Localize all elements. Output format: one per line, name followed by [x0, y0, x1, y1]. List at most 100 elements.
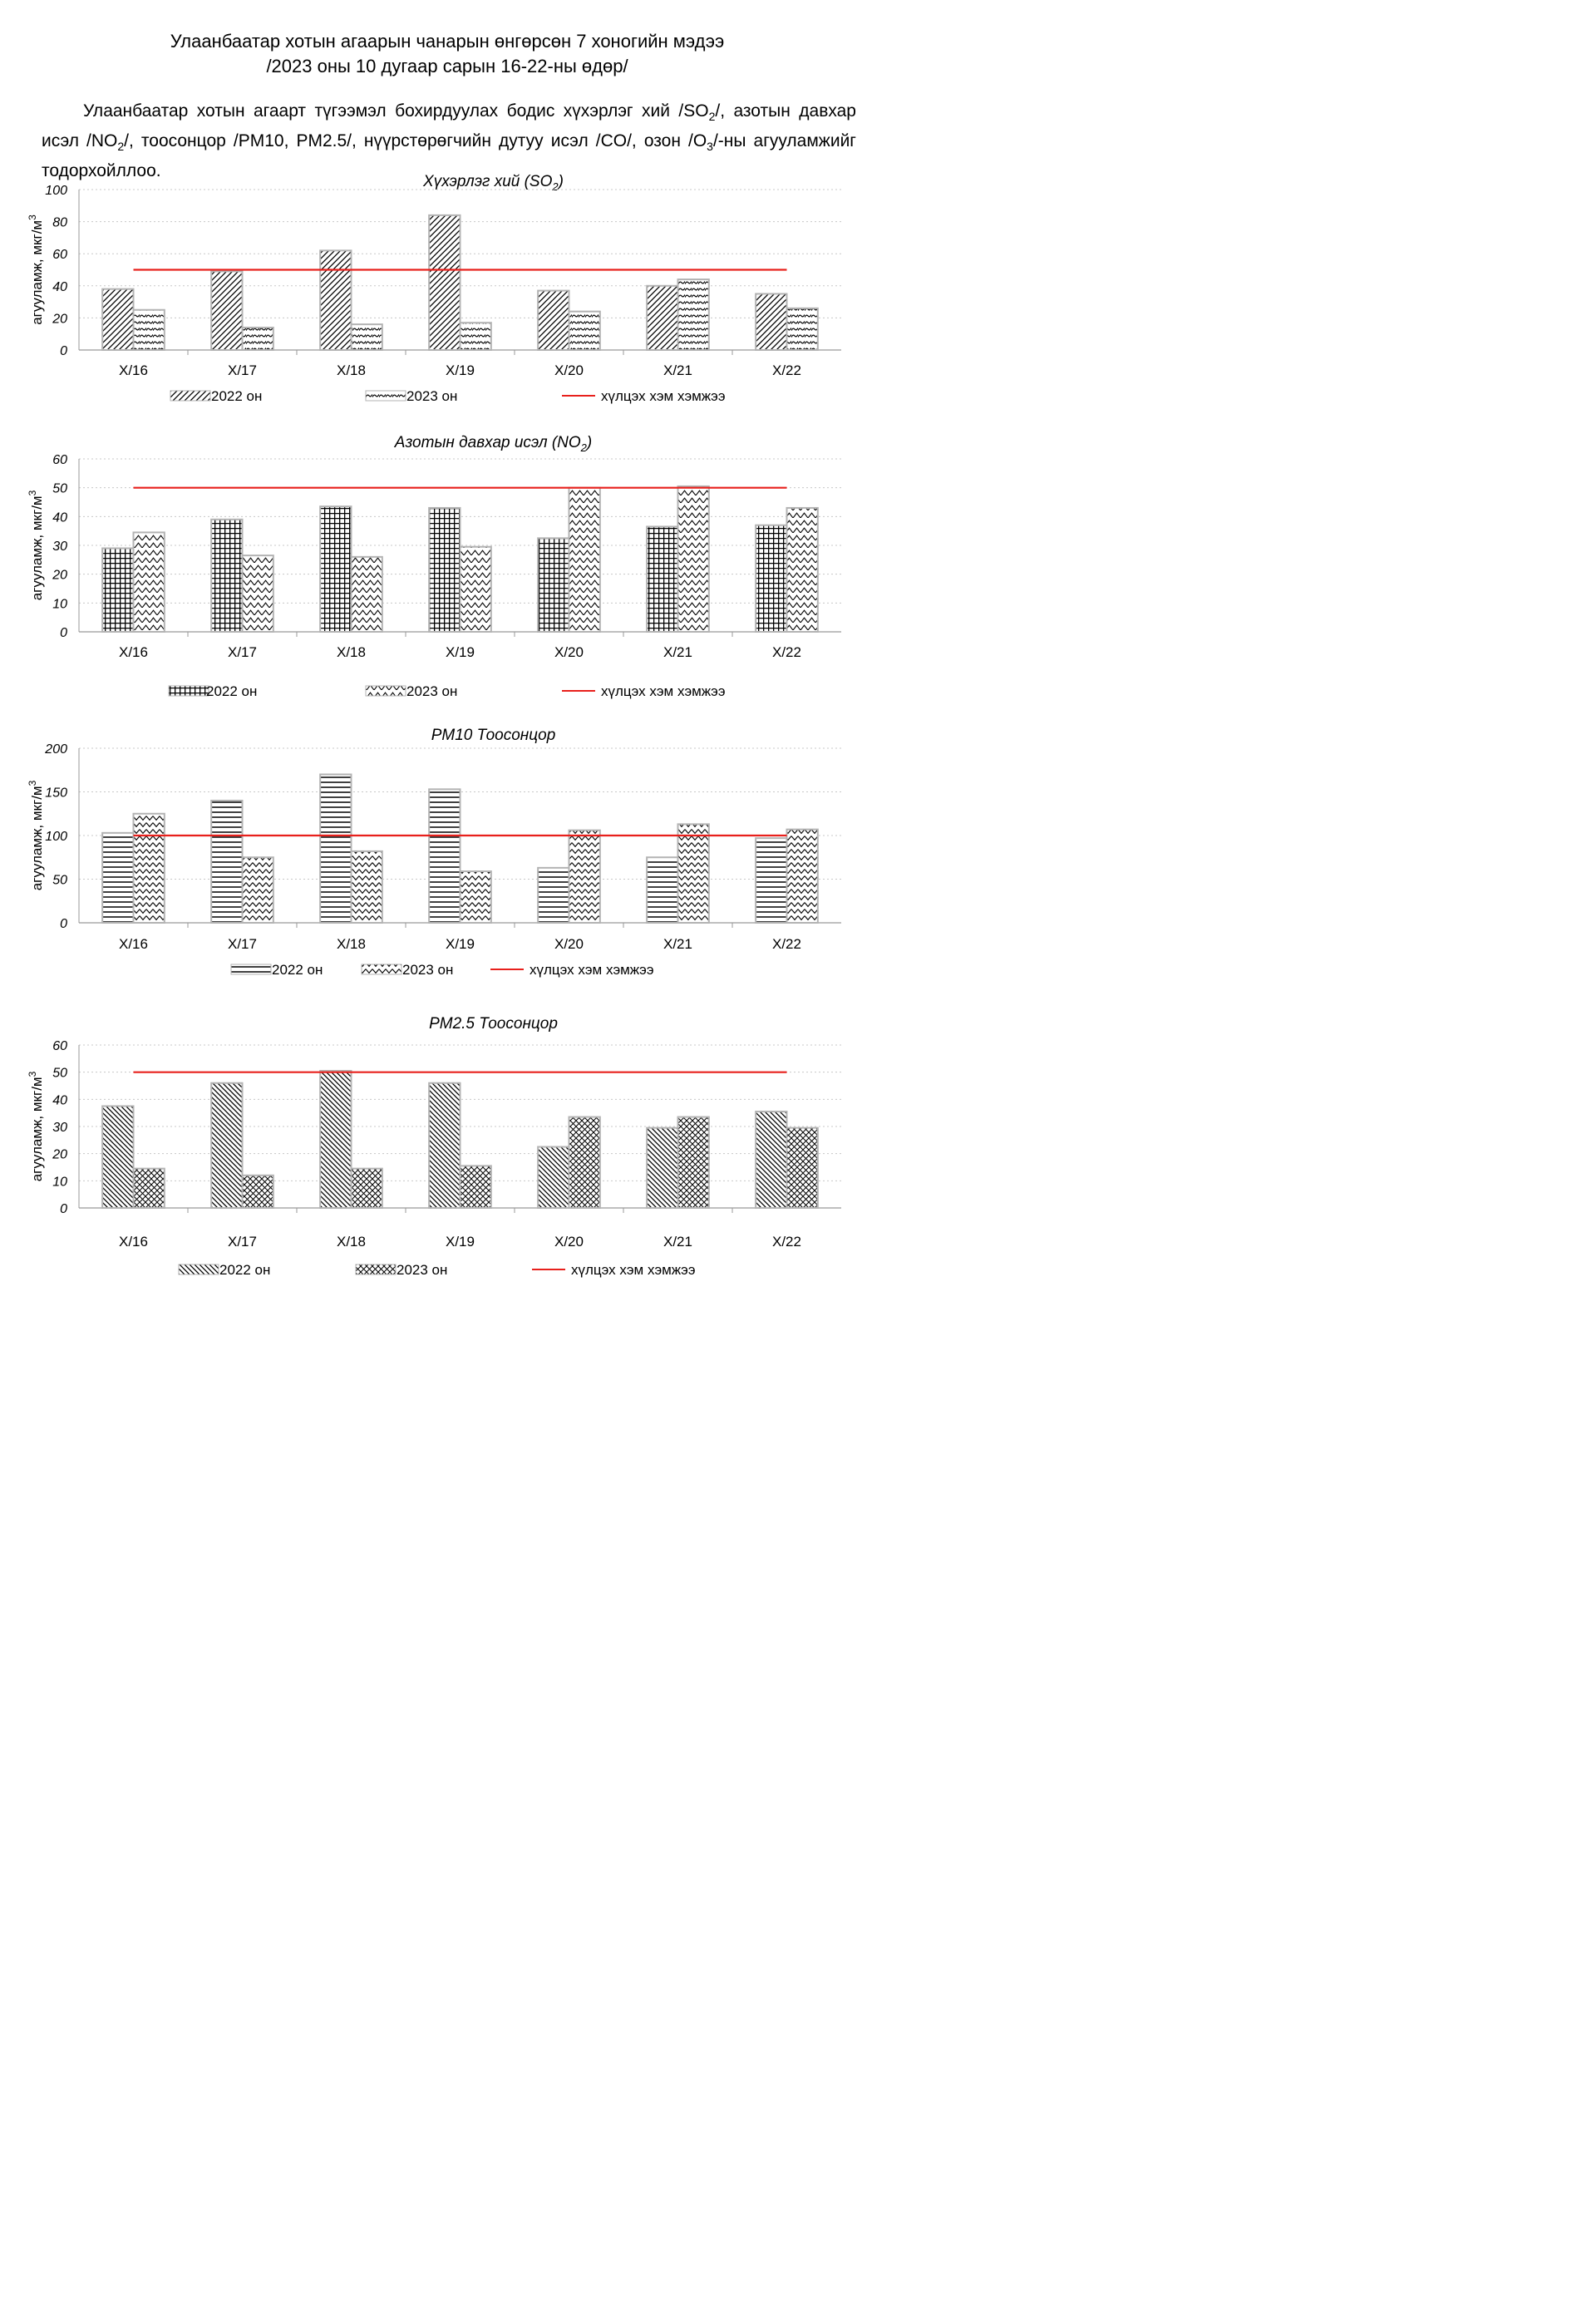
x-tick-label: X/18	[337, 644, 366, 660]
y-tick-label: 200	[44, 742, 67, 757]
y-axis-label-text: агууламж, мкг/м	[29, 1077, 45, 1181]
bar-2022-он-X-21	[646, 525, 679, 633]
bar-2022-он-X-21	[646, 284, 679, 351]
bar-2022-он-X-18	[319, 1070, 352, 1209]
x-tick-label: X/19	[446, 1234, 475, 1250]
chart-title-end: )	[585, 434, 592, 451]
legend-swatch	[170, 390, 211, 402]
bar-2023-он-X-19	[459, 545, 492, 633]
bar-2022-он-X-20	[537, 537, 570, 633]
so2-chart: Хүхэрлэг хий (SO2) 0 20 40 60 80 100 агууламж, …	[27, 173, 841, 404]
bar-2023-он-X-19	[459, 1165, 492, 1210]
bar-2023-он-X-18	[350, 323, 383, 351]
chart-title-text: PM10 Тоосонцор	[431, 727, 556, 744]
chart-title: Хүхэрлэг хий (SO2)	[422, 173, 564, 193]
y-tick-label: 80	[52, 216, 67, 230]
y-tick-label: 50	[52, 482, 67, 496]
bar-2022-он-X-17	[210, 270, 244, 351]
page-title: Улаанбаатар хотын агаарын чанарын өнгөрс…	[170, 31, 725, 52]
legend-label: 2023 он	[397, 1262, 447, 1278]
chart-title-text: PM2.5 Тоосонцор	[429, 1015, 558, 1033]
y-tick-label: 100	[45, 830, 67, 844]
y-tick-label: 60	[52, 453, 67, 467]
bar-2023-он-X-21	[677, 1116, 710, 1209]
bar-2022-он-X-16	[101, 1105, 135, 1209]
bar-2023-он-X-17	[241, 555, 274, 633]
bar-2023-он-X-16	[132, 531, 165, 633]
legend-label: 2023 он	[402, 962, 453, 978]
intro-sub-1: 2	[708, 110, 716, 124]
y-tick-label: 0	[60, 626, 67, 640]
bar-2023-он-X-22	[786, 1126, 819, 1209]
legend-label: 2023 он	[406, 388, 457, 404]
x-tick-label: X/21	[663, 362, 692, 378]
bar-2023-он-X-18	[350, 850, 383, 924]
legend-label: 2022 он	[211, 388, 262, 404]
bar-2022-он-X-17	[210, 800, 244, 924]
pm25-chart: PM2.5 Тоосонцор 0 10 20 30 40 50 60 агууламж, мк…	[27, 1015, 841, 1278]
legend-swatch	[365, 685, 406, 697]
y-axis-label-sup: 3	[27, 214, 38, 220]
y-axis-label-text: агууламж, мкг/м	[29, 220, 45, 325]
y-tick-label: 50	[52, 874, 67, 888]
legend-label: 2022 он	[272, 962, 323, 978]
intro-text-3: /, тоосонцор /PM10, PM2.5/, нүүрстөрөгчи…	[124, 131, 707, 151]
y-tick-label: 10	[52, 1175, 67, 1189]
bar-2022-он-X-22	[755, 293, 788, 351]
bar-2023-он-X-20	[568, 829, 601, 924]
bar-2022-он-X-20	[537, 866, 570, 924]
bar-2023-он-X-21	[677, 485, 710, 633]
x-tick-label: X/22	[772, 936, 801, 952]
bar-2023-он-X-20	[568, 310, 601, 351]
x-tick-label: X/19	[446, 362, 475, 378]
legend-label: 2023 он	[406, 683, 457, 699]
x-tick-label: X/17	[228, 936, 257, 952]
pm10-chart: PM10 Тоосонцор 0 50 100 150 200 агууламж, мкг/…	[27, 727, 841, 978]
x-tick-label: X/17	[228, 362, 257, 378]
bar-2022-он-X-19	[428, 788, 461, 924]
chart-title: PM10 Тоосонцор	[431, 727, 556, 744]
bar-2023-он-X-22	[786, 307, 819, 352]
bar-2023-он-X-17	[241, 1174, 274, 1210]
legend-limit-label: хүлцэх хэм хэмжээ	[601, 388, 726, 404]
x-tick-label: X/20	[554, 362, 584, 378]
bar-2022-он-X-17	[210, 1082, 244, 1209]
y-tick-label: 30	[52, 540, 67, 554]
y-axis-label: агууламж, мкг/м3	[27, 1071, 45, 1181]
bar-2023-он-X-20	[568, 486, 601, 633]
page-subtitle: /2023 оны 10 дугаар сарын 16-22-ны өдөр/	[266, 56, 628, 76]
bar-2023-он-X-22	[786, 828, 819, 924]
legend-swatch	[355, 1264, 397, 1275]
x-tick-label: X/22	[772, 644, 801, 660]
bar-2023-он-X-21	[677, 279, 710, 351]
bar-2022-он-X-16	[101, 831, 135, 924]
bar-2022-он-X-21	[646, 856, 679, 924]
legend-limit-label: хүлцэх хэм хэмжээ	[601, 683, 726, 699]
y-tick-label: 40	[52, 280, 67, 294]
x-tick-label: X/20	[554, 644, 584, 660]
bar-2022-он-X-21	[646, 1126, 679, 1209]
y-tick-label: 20	[52, 312, 67, 326]
y-axis-label-text: агууламж, мкг/м	[29, 786, 45, 890]
x-tick-label: X/20	[554, 936, 584, 952]
bar-2022-он-X-22	[755, 837, 788, 924]
y-axis-label-sup: 3	[27, 490, 38, 495]
y-tick-label: 50	[52, 1067, 67, 1081]
x-tick-label: X/17	[228, 1234, 257, 1250]
legend-label: 2022 он	[206, 683, 257, 699]
bar-2022-он-X-20	[537, 1146, 570, 1209]
bar-2022-он-X-22	[755, 1111, 788, 1209]
x-tick-label: X/21	[663, 644, 692, 660]
x-tick-label: X/19	[446, 936, 475, 952]
x-tick-label: X/20	[554, 1234, 584, 1250]
y-tick-label: 30	[52, 1121, 67, 1135]
intro-text-2: /, азотын давхар исэл /NO	[42, 101, 856, 151]
y-tick-label: 0	[60, 344, 67, 358]
x-tick-label: X/18	[337, 362, 366, 378]
bar-2023-он-X-17	[241, 856, 274, 924]
intro-sub-3: 3	[707, 140, 713, 154]
y-tick-label: 20	[52, 1148, 67, 1162]
bar-2022-он-X-18	[319, 249, 352, 351]
chart-title-sub: 2	[580, 441, 588, 454]
y-tick-label: 0	[60, 1202, 67, 1216]
